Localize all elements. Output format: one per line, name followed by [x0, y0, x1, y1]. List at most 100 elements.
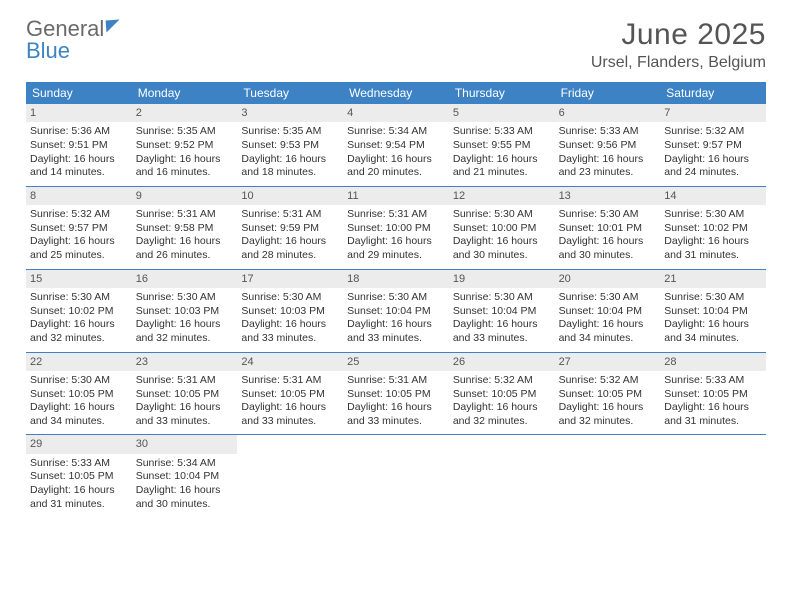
daylight-text: Daylight: 16 hours	[453, 153, 551, 167]
weekday-header-row: Sunday Monday Tuesday Wednesday Thursday…	[26, 83, 766, 104]
sunset-text: Sunset: 10:05 PM	[241, 388, 339, 402]
daylight-text: Daylight: 16 hours	[241, 401, 339, 415]
daylight-text: and 28 minutes.	[241, 249, 339, 263]
daylight-text: Daylight: 16 hours	[559, 235, 657, 249]
daylight-text: Daylight: 16 hours	[136, 401, 234, 415]
weekday-header: Friday	[555, 83, 661, 104]
daylight-text: and 34 minutes.	[30, 415, 128, 429]
day-number: 25	[343, 353, 449, 371]
sunset-text: Sunset: 9:52 PM	[136, 139, 234, 153]
day-cell: 26Sunrise: 5:32 AMSunset: 10:05 PMDaylig…	[449, 353, 555, 435]
day-cell: 24Sunrise: 5:31 AMSunset: 10:05 PMDaylig…	[237, 353, 343, 435]
empty-cell	[660, 435, 766, 517]
day-cell: 12Sunrise: 5:30 AMSunset: 10:00 PMDaylig…	[449, 187, 555, 269]
logo: GeneralBlue	[26, 18, 120, 62]
daylight-text: and 24 minutes.	[664, 166, 762, 180]
sunset-text: Sunset: 10:03 PM	[241, 305, 339, 319]
daylight-text: Daylight: 16 hours	[347, 153, 445, 167]
sunrise-text: Sunrise: 5:30 AM	[664, 291, 762, 305]
sunset-text: Sunset: 9:58 PM	[136, 222, 234, 236]
daylight-text: and 31 minutes.	[664, 415, 762, 429]
daylight-text: and 29 minutes.	[347, 249, 445, 263]
daylight-text: and 30 minutes.	[453, 249, 551, 263]
daylight-text: Daylight: 16 hours	[30, 153, 128, 167]
daylight-text: and 33 minutes.	[136, 415, 234, 429]
day-number: 15	[26, 270, 132, 288]
sunset-text: Sunset: 10:02 PM	[664, 222, 762, 236]
daylight-text: and 21 minutes.	[453, 166, 551, 180]
daylight-text: and 20 minutes.	[347, 166, 445, 180]
sunrise-text: Sunrise: 5:33 AM	[453, 125, 551, 139]
daylight-text: and 32 minutes.	[453, 415, 551, 429]
daylight-text: Daylight: 16 hours	[241, 235, 339, 249]
day-cell: 15Sunrise: 5:30 AMSunset: 10:02 PMDaylig…	[26, 270, 132, 352]
day-cell: 28Sunrise: 5:33 AMSunset: 10:05 PMDaylig…	[660, 353, 766, 435]
day-number: 19	[449, 270, 555, 288]
sunset-text: Sunset: 10:05 PM	[30, 388, 128, 402]
daylight-text: Daylight: 16 hours	[453, 318, 551, 332]
day-number: 2	[132, 104, 238, 122]
daylight-text: Daylight: 16 hours	[664, 401, 762, 415]
day-cell: 20Sunrise: 5:30 AMSunset: 10:04 PMDaylig…	[555, 270, 661, 352]
calendar-grid: Sunday Monday Tuesday Wednesday Thursday…	[26, 82, 766, 517]
day-cell: 13 Sunrise: 5:30 AMSunset: 10:01 PMDaylig…	[555, 187, 661, 269]
sunrise-text: Sunrise: 5:30 AM	[559, 208, 657, 222]
sunrise-text: Sunrise: 5:32 AM	[30, 208, 128, 222]
day-cell: 8Sunrise: 5:32 AMSunset: 9:57 PMDaylight…	[26, 187, 132, 269]
sunrise-text: Sunrise: 5:30 AM	[453, 291, 551, 305]
sunrise-text: Sunrise: 5:32 AM	[664, 125, 762, 139]
daylight-text: and 33 minutes.	[347, 415, 445, 429]
daylight-text: and 31 minutes.	[30, 498, 128, 512]
day-number: 5	[449, 104, 555, 122]
weekday-header: Saturday	[660, 83, 766, 104]
sunset-text: Sunset: 10:02 PM	[30, 305, 128, 319]
sunset-text: Sunset: 10:01 PM	[559, 222, 657, 236]
day-number: 21	[660, 270, 766, 288]
day-cell: 10Sunrise: 5:31 AMSunset: 9:59 PMDayligh…	[237, 187, 343, 269]
empty-cell	[449, 435, 555, 517]
day-cell: 14Sunrise: 5:30 AMSunset: 10:02 PMDaylig…	[660, 187, 766, 269]
day-number: 9	[132, 187, 238, 205]
sunset-text: Sunset: 10:05 PM	[347, 388, 445, 402]
daylight-text: Daylight: 16 hours	[347, 235, 445, 249]
day-cell: 23Sunrise: 5:31 AMSunset: 10:05 PMDaylig…	[132, 353, 238, 435]
daylight-text: and 18 minutes.	[241, 166, 339, 180]
sunrise-text: Sunrise: 5:34 AM	[136, 457, 234, 471]
sunset-text: Sunset: 10:04 PM	[664, 305, 762, 319]
sunset-text: Sunset: 10:05 PM	[136, 388, 234, 402]
calendar-page: GeneralBlue June 2025 Ursel, Flanders, B…	[0, 0, 792, 527]
empty-cell	[237, 435, 343, 517]
daylight-text: Daylight: 16 hours	[30, 235, 128, 249]
daylight-text: and 33 minutes.	[453, 332, 551, 346]
sunrise-text: Sunrise: 5:31 AM	[241, 208, 339, 222]
day-cell: 5Sunrise: 5:33 AMSunset: 9:55 PMDaylight…	[449, 104, 555, 186]
sunset-text: Sunset: 9:51 PM	[30, 139, 128, 153]
daylight-text: and 14 minutes.	[30, 166, 128, 180]
sunset-text: Sunset: 10:00 PM	[453, 222, 551, 236]
day-number: 28	[660, 353, 766, 371]
day-number: 18	[343, 270, 449, 288]
day-number: 6	[555, 104, 661, 122]
daylight-text: and 25 minutes.	[30, 249, 128, 263]
day-number: 13	[555, 187, 661, 205]
day-number: 24	[237, 353, 343, 371]
sunset-text: Sunset: 9:57 PM	[30, 222, 128, 236]
sunset-text: Sunset: 9:59 PM	[241, 222, 339, 236]
week-row: 15 Sunrise: 5:30 AM Sunset: 10:02 PM Daylig…	[26, 270, 766, 353]
sunrise-text: Sunrise: 5:33 AM	[30, 457, 128, 471]
empty-cell	[343, 435, 449, 517]
weekday-header: Monday	[132, 83, 238, 104]
day-cell: 2Sunrise: 5:35 AMSunset: 9:52 PMDaylight…	[132, 104, 238, 186]
sunrise-text: Sunrise: 5:32 AM	[453, 374, 551, 388]
day-number: 30	[132, 435, 238, 453]
daylight-text: and 31 minutes.	[664, 249, 762, 263]
daylight-text: Daylight: 16 hours	[241, 318, 339, 332]
day-number: 17	[237, 270, 343, 288]
daylight-text: Daylight: 16 hours	[30, 401, 128, 415]
daylight-text: and 16 minutes.	[136, 166, 234, 180]
daylight-text: and 32 minutes.	[136, 332, 234, 346]
day-cell: 27Sunrise: 5:32 AMSunset: 10:05 PMDaylig…	[555, 353, 661, 435]
daylight-text: and 32 minutes.	[30, 332, 128, 346]
weekday-header: Sunday	[26, 83, 132, 104]
daylight-text: Daylight: 16 hours	[347, 318, 445, 332]
